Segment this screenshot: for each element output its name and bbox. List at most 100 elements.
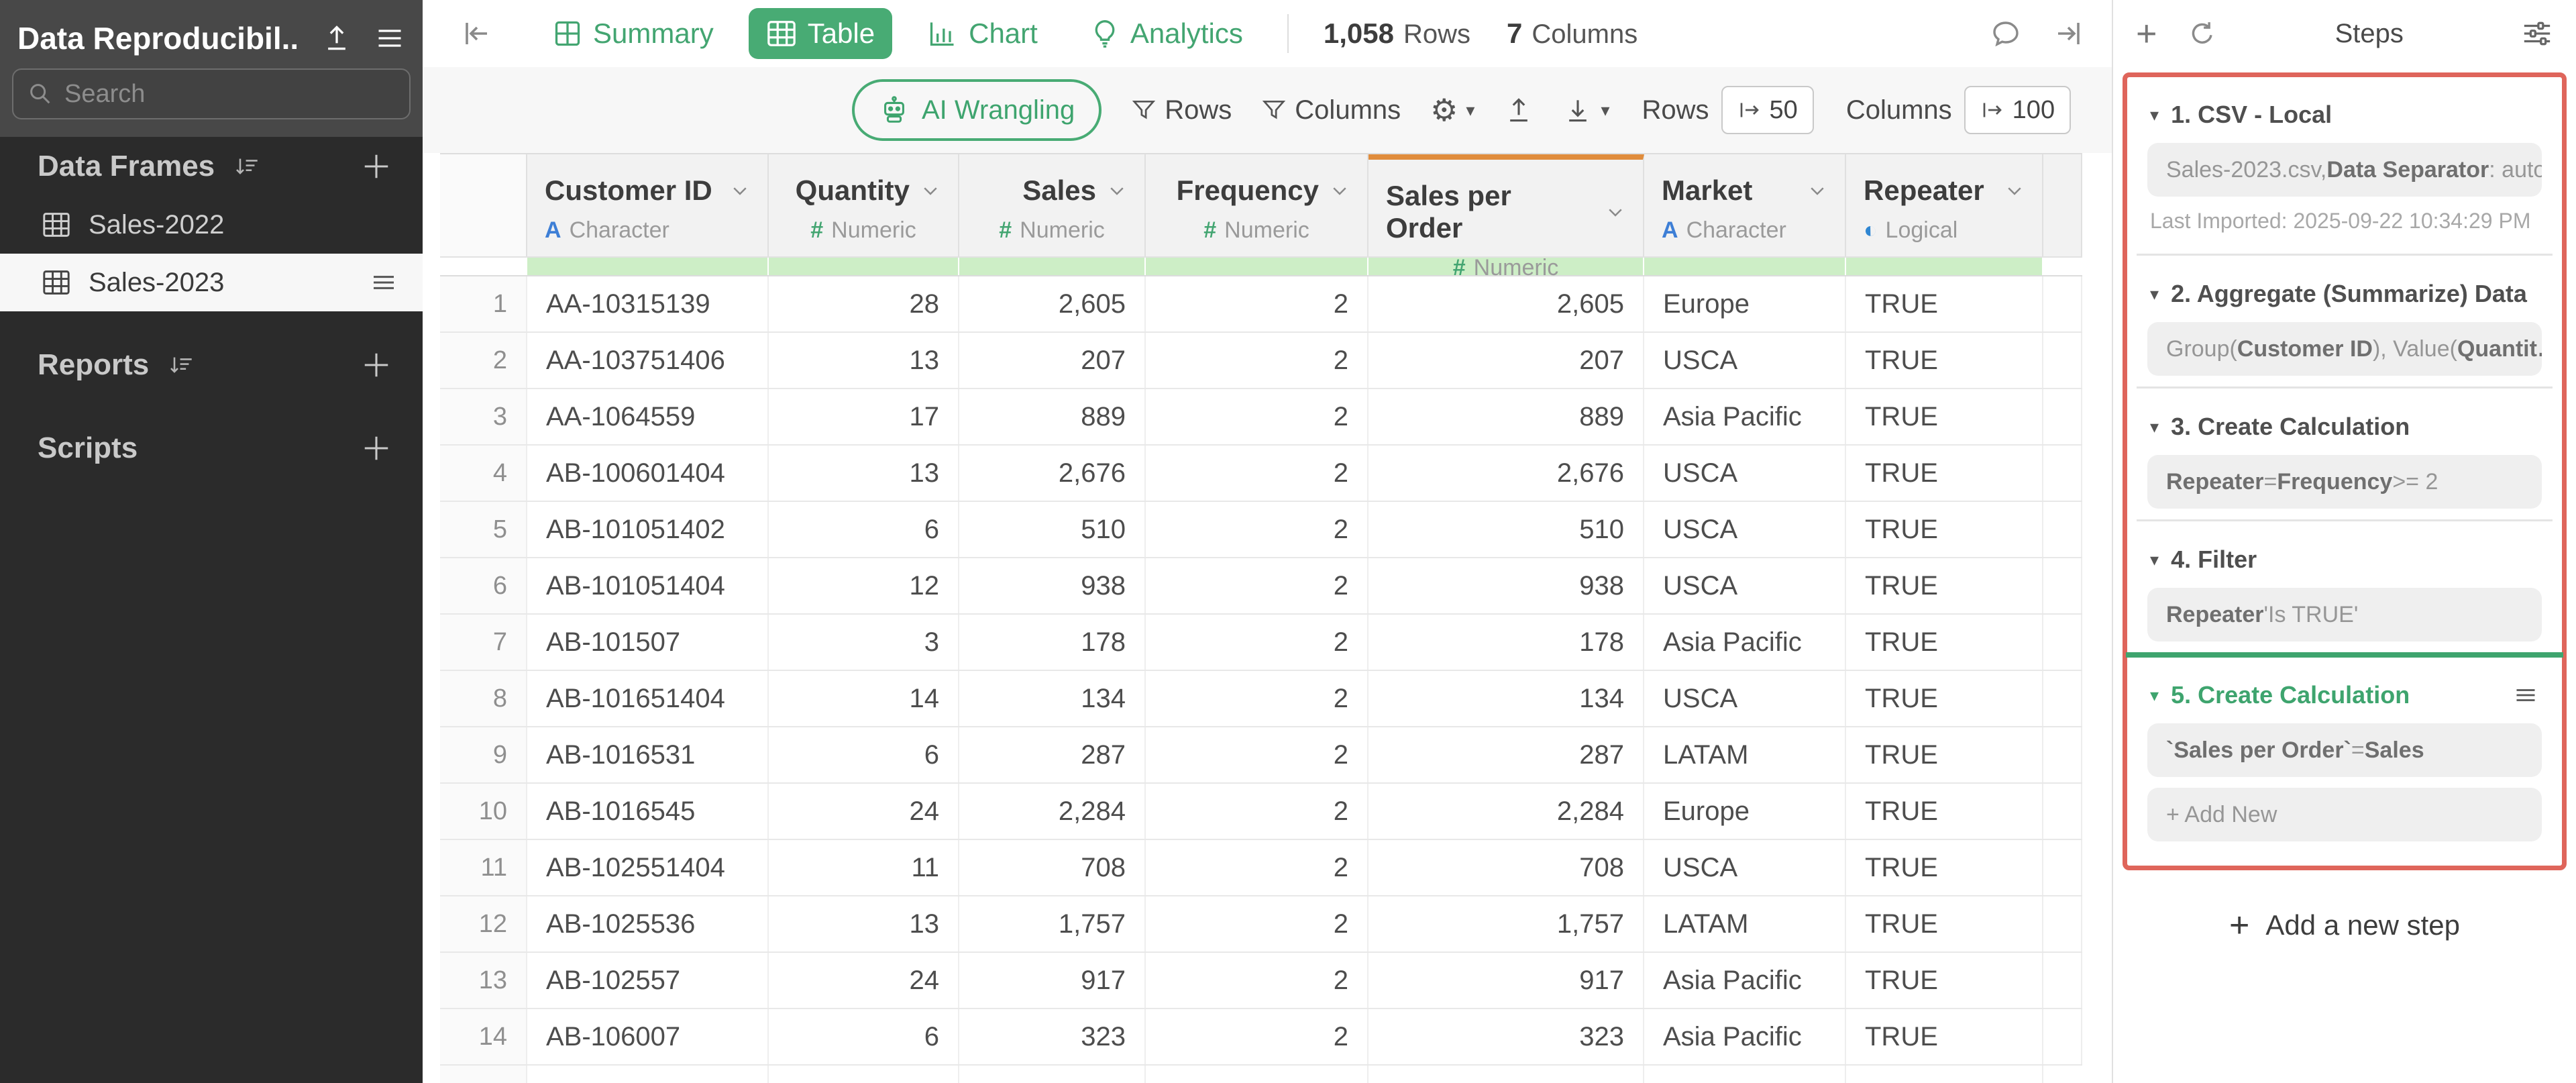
tab-analytics[interactable]: Analytics xyxy=(1073,8,1260,59)
step-3-summary-chip[interactable]: Repeater = Frequency >= 2 xyxy=(2147,455,2542,509)
table-cell-filler xyxy=(2043,671,2082,726)
column-header-sales[interactable]: Sales # Numeric xyxy=(959,154,1146,256)
step-2-title[interactable]: ▾ 2. Aggregate (Summarize) Data xyxy=(2143,266,2546,322)
table-cell: TRUE xyxy=(1846,953,2043,1008)
row-number: 9 xyxy=(440,727,527,782)
lightbulb-icon xyxy=(1090,18,1120,49)
search-input[interactable] xyxy=(64,79,396,109)
project-title: Data Reproducibil... xyxy=(17,21,299,56)
step-menu-icon[interactable] xyxy=(2512,683,2539,707)
step-title-label: 1. CSV - Local xyxy=(2171,101,2332,128)
row-number: 10 xyxy=(440,784,527,839)
table-cell: 2 xyxy=(1146,896,1368,951)
step-1-summary-chip[interactable]: Sales-2023.csv, Data Separator: auto xyxy=(2147,143,2542,197)
table-row: 13 AB-102557 24 917 2 917 Asia Pacific TRUE xyxy=(440,953,2082,1009)
sort-icon[interactable] xyxy=(168,353,195,377)
sidebar-item-sales-2022[interactable]: Sales-2022 xyxy=(0,196,423,254)
refresh-icon[interactable] xyxy=(2187,18,2218,49)
bar-chart-icon xyxy=(927,19,958,48)
table-settings-button[interactable]: ⚙ ▾ xyxy=(1430,92,1474,128)
columns-limit-box[interactable]: 100 xyxy=(1964,86,2072,134)
sliders-icon[interactable] xyxy=(2521,18,2553,49)
chevron-down-icon[interactable] xyxy=(1605,202,1625,222)
upload-button[interactable] xyxy=(1504,95,1534,125)
collapse-step-icon[interactable]: ▾ xyxy=(2150,283,2159,304)
table-cell: 2 xyxy=(1146,558,1368,613)
table-cell: Asia Pacific xyxy=(1644,953,1846,1008)
table-cell xyxy=(959,1066,1146,1083)
arrow-to-bar-icon xyxy=(1737,98,1762,122)
add-data-frame-button[interactable] xyxy=(361,151,392,182)
chevron-down-icon[interactable] xyxy=(1807,180,1827,201)
table-cell: AB-106007 xyxy=(527,1009,769,1064)
column-header-customer-id[interactable]: Customer ID A Character xyxy=(527,154,769,256)
column-header-frequency[interactable]: Frequency # Numeric xyxy=(1146,154,1368,256)
chevron-down-icon[interactable] xyxy=(2004,180,2025,201)
collapse-left-icon[interactable] xyxy=(460,17,492,50)
filter-rows-button[interactable]: Rows xyxy=(1131,95,1232,125)
table-cell: AA-10315139 xyxy=(527,276,769,331)
chevron-down-icon[interactable] xyxy=(1107,180,1127,201)
step-5-summary-chip[interactable]: `Sales per Order` = Sales xyxy=(2147,723,2542,777)
search-icon xyxy=(27,81,54,107)
chevron-down-icon[interactable] xyxy=(920,180,941,201)
sidebar-header: Data Reproducibil... xyxy=(0,0,423,137)
table-cell xyxy=(1368,1066,1644,1083)
publish-icon[interactable] xyxy=(322,23,352,53)
table-cell: 6 xyxy=(769,727,959,782)
num-type-icon: # xyxy=(1452,255,1466,280)
caret-down-icon: ▾ xyxy=(1601,99,1610,120)
current-step-divider xyxy=(2126,652,2563,658)
table-cell: 13 xyxy=(769,446,959,501)
add-new-calculation-chip[interactable]: + Add New xyxy=(2147,788,2542,841)
tab-table[interactable]: Table xyxy=(748,8,893,59)
collapse-step-icon[interactable]: ▾ xyxy=(2150,104,2159,125)
table-cell: 2 xyxy=(1146,446,1368,501)
steps-panel-title: Steps xyxy=(2334,18,2404,48)
step-2-summary-chip[interactable]: Group(Customer ID), Value(Quantit… xyxy=(2147,322,2542,376)
collapse-step-icon[interactable]: ▾ xyxy=(2150,549,2159,570)
tab-chart[interactable]: Chart xyxy=(910,8,1055,59)
step-3-title[interactable]: ▾ 3. Create Calculation xyxy=(2143,399,2546,455)
add-report-button[interactable] xyxy=(361,350,392,380)
rows-limit-box[interactable]: 50 xyxy=(1721,86,1814,134)
add-script-button[interactable] xyxy=(361,433,392,464)
collapse-step-icon[interactable]: ▾ xyxy=(2150,684,2159,705)
comment-icon[interactable] xyxy=(1990,17,2022,50)
step-1-title[interactable]: ▾ 1. CSV - Local xyxy=(2143,87,2546,143)
step-title-label: 5. Create Calculation xyxy=(2171,681,2410,709)
sidebar-item-sales-2023[interactable]: Sales-2023 xyxy=(0,254,423,311)
filter-columns-button[interactable]: Columns xyxy=(1261,95,1401,125)
add-step-icon[interactable]: + xyxy=(2136,13,2157,54)
table-cell: USCA xyxy=(1644,446,1846,501)
step-5-title[interactable]: ▾ 5. Create Calculation xyxy=(2143,667,2546,723)
quality-cell xyxy=(527,258,769,275)
column-header-repeater[interactable]: Repeater ◐ Logical xyxy=(1846,154,2043,256)
table-cell: AB-101051402 xyxy=(527,502,769,557)
table-cell: AB-100601404 xyxy=(527,446,769,501)
collapse-right-icon[interactable] xyxy=(2053,17,2085,50)
column-header-quantity[interactable]: Quantity # Numeric xyxy=(769,154,959,256)
step-4-title[interactable]: ▾ 4. Filter xyxy=(2143,531,2546,588)
table-cell xyxy=(527,1066,769,1083)
project-menu-icon[interactable] xyxy=(374,23,405,53)
tab-summary[interactable]: Summary xyxy=(535,8,731,59)
chevron-down-icon[interactable] xyxy=(1330,180,1350,201)
row-number: 14 xyxy=(440,1009,527,1064)
column-header-sales-per-order[interactable]: Sales per Order # Numeric xyxy=(1368,154,1644,280)
row-number xyxy=(440,1066,527,1083)
step-4-summary-chip[interactable]: Repeater 'Is TRUE' xyxy=(2147,588,2542,641)
table-cell-filler xyxy=(2043,276,2082,331)
chevron-down-icon[interactable] xyxy=(730,180,750,201)
column-header-market[interactable]: Market A Character xyxy=(1644,154,1846,256)
ai-wrangling-button[interactable]: AI Wrangling xyxy=(852,79,1102,141)
add-a-new-step-button[interactable]: + Add a new step xyxy=(2113,908,2576,943)
download-button[interactable]: ▾ xyxy=(1563,95,1610,125)
sidebar-search[interactable] xyxy=(12,68,411,119)
table-cell: TRUE xyxy=(1846,840,2043,895)
columns-limit-value: 100 xyxy=(2012,95,2055,124)
collapse-step-icon[interactable]: ▾ xyxy=(2150,416,2159,437)
table-row: 5 AB-101051402 6 510 2 510 USCA TRUE xyxy=(440,502,2082,558)
data-frame-menu-icon[interactable] xyxy=(369,269,398,296)
sort-icon[interactable] xyxy=(233,154,260,178)
